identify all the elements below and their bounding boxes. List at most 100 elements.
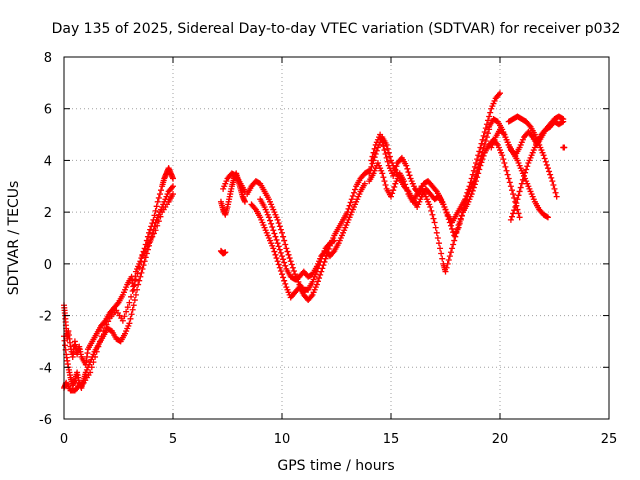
series-track: [257, 180, 368, 283]
data-point: [282, 280, 289, 287]
data-point: [510, 191, 517, 198]
data-point: [438, 250, 445, 257]
data-point: [477, 162, 484, 169]
data-point: [277, 226, 284, 233]
y-tick-label: -4: [39, 361, 52, 376]
data-point: [319, 265, 326, 272]
data-point: [126, 299, 133, 306]
data-point: [101, 324, 108, 331]
data-point: [495, 91, 502, 98]
data-point: [368, 157, 375, 164]
data-point: [478, 159, 485, 166]
data-point: [432, 187, 439, 194]
data-point: [144, 243, 151, 250]
data-point: [468, 191, 475, 198]
series-track: [505, 113, 560, 200]
data-point: [280, 233, 287, 240]
data-point: [514, 196, 521, 203]
data-point: [505, 175, 512, 182]
data-point: [142, 254, 149, 261]
data-point: [274, 240, 281, 247]
data-point: [279, 253, 285, 260]
data-point: [444, 260, 451, 267]
data-point: [437, 245, 444, 252]
data-point: [96, 338, 103, 345]
data-point: [371, 145, 378, 152]
data-point: [317, 271, 324, 278]
data-point: [385, 149, 392, 156]
data-point: [403, 184, 410, 191]
data-point: [378, 135, 385, 142]
data-point: [457, 215, 464, 222]
data-point: [90, 359, 97, 366]
data-point: [542, 158, 549, 165]
data-point: [503, 167, 510, 174]
data-point: [322, 255, 329, 262]
data-point: [92, 353, 99, 360]
x-tick-label: 0: [60, 432, 68, 447]
data-point: [282, 241, 289, 248]
data-point: [516, 188, 523, 195]
data-point: [382, 150, 389, 157]
data-point: [506, 179, 513, 186]
data-point: [516, 214, 523, 221]
data-point: [508, 213, 515, 220]
data-point: [389, 190, 396, 197]
data-point: [380, 143, 387, 150]
data-point: [284, 248, 291, 255]
data-point: [447, 249, 454, 256]
data-point: [330, 249, 337, 256]
data-point: [87, 369, 94, 376]
data-point: [283, 245, 290, 252]
data-point: [289, 264, 296, 271]
series-track: [248, 167, 373, 304]
data-point: [507, 216, 514, 223]
data-point: [501, 160, 508, 167]
data-point: [383, 141, 390, 148]
data-point: [128, 293, 135, 300]
data-point: [511, 194, 518, 201]
data-point: [515, 192, 522, 199]
data-point: [434, 235, 441, 241]
x-tick-label: 10: [274, 432, 291, 447]
data-point: [352, 186, 359, 193]
data-point: [140, 262, 147, 269]
data-point: [361, 180, 368, 187]
data-point: [280, 274, 287, 281]
data-point: [287, 258, 294, 265]
data-point: [452, 233, 459, 240]
data-point: [486, 113, 493, 120]
data-point: [269, 224, 276, 231]
data-point: [88, 364, 95, 371]
data-point: [136, 264, 143, 271]
data-point: [280, 256, 287, 263]
data-point: [321, 258, 328, 265]
series-track: [486, 113, 567, 159]
data-point: [130, 302, 137, 309]
data-point: [288, 261, 295, 268]
data-point: [383, 154, 390, 161]
data-point: [513, 200, 520, 207]
data-point: [560, 118, 567, 125]
data-point: [318, 268, 325, 275]
data-point: [456, 218, 463, 225]
data-point: [279, 271, 285, 278]
series-track: [220, 170, 248, 195]
data-point: [276, 264, 283, 271]
data-point: [403, 162, 410, 169]
data-point: [548, 174, 555, 181]
data-point: [518, 180, 525, 187]
series-track: [507, 118, 567, 223]
axis-ticks: 0 5 10 15 20 25 -6 -4 -2 0 2 4 6 8: [39, 51, 617, 447]
data-point: [139, 266, 146, 273]
data-point: [519, 176, 526, 183]
data-point: [325, 245, 332, 252]
data-point: [313, 281, 320, 288]
data-point: [473, 178, 480, 185]
data-point: [129, 288, 136, 295]
data-point: [432, 224, 439, 231]
data-point: [474, 174, 481, 181]
data-point: [281, 237, 288, 244]
data-point: [515, 210, 522, 217]
data-point: [153, 203, 160, 210]
